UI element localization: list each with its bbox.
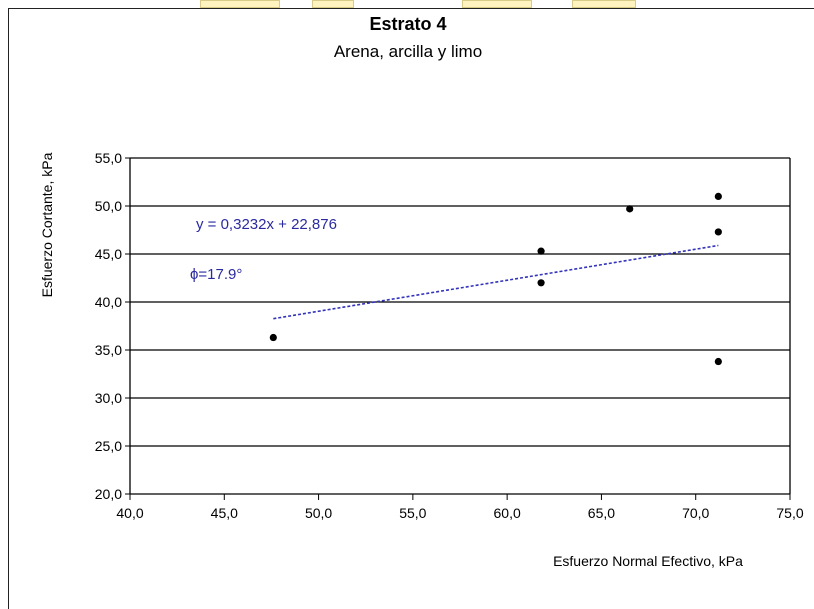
- data-point: [269, 333, 277, 342]
- grid-layer: [130, 157, 790, 495]
- y-axis-title: Esfuerzo Cortante, kPa: [39, 152, 55, 297]
- data-point: [626, 205, 634, 213]
- x-axis-title: Esfuerzo Normal Efectivo, kPa: [553, 553, 743, 569]
- y-tick-label: 50,0: [95, 198, 122, 214]
- y-tick-label: 40,0: [95, 294, 122, 310]
- x-tick-label: 75,0: [776, 505, 803, 521]
- friction-angle-label: ϕ=17.9°: [190, 266, 242, 283]
- y-tick-label: 45,0: [95, 246, 122, 262]
- top-strip-decoration: [462, 0, 532, 8]
- y-tick-label: 55,0: [95, 150, 122, 166]
- data-point: [714, 357, 722, 366]
- chart-title: Estrato 4: [369, 14, 446, 34]
- x-tick-label: 40,0: [116, 505, 143, 521]
- x-tick-label: 60,0: [494, 505, 521, 521]
- y-tick-label: 35,0: [95, 342, 122, 358]
- data-point: [714, 228, 722, 236]
- y-tick-label: 30,0: [95, 390, 122, 406]
- x-tick-label: 70,0: [682, 505, 709, 521]
- axis-layer: 20,0 25,0 30,0 35,0 40,0 45,0 50,0 55,0 40,0 45,0…: [95, 150, 804, 521]
- x-tick-label: 55,0: [399, 505, 426, 521]
- data-point: [537, 247, 545, 255]
- trendline: [273, 244, 719, 320]
- x-tick-label: 45,0: [211, 505, 238, 521]
- chart-frame: [8, 8, 814, 609]
- x-tick-label: 50,0: [305, 505, 332, 521]
- data-point: [714, 192, 722, 200]
- trend-layer: [273, 244, 719, 320]
- y-tick-label: 20,0: [95, 486, 122, 502]
- data-point: [537, 279, 545, 287]
- top-strip-decoration: [572, 0, 636, 8]
- y-tick-label: 25,0: [95, 438, 122, 454]
- top-strip-decoration: [200, 0, 280, 8]
- top-strip-decoration: [312, 0, 354, 8]
- points-layer: [269, 192, 722, 366]
- x-tick-label: 65,0: [588, 505, 615, 521]
- trendline-equation: y = 0,3232x + 22,876: [196, 216, 337, 233]
- chart-subtitle: Arena, arcilla y limo: [334, 42, 482, 61]
